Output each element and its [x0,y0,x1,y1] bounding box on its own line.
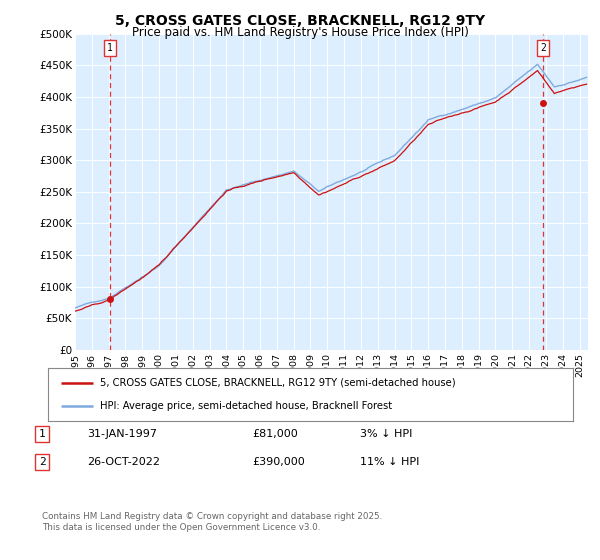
Text: 26-OCT-2022: 26-OCT-2022 [87,457,160,467]
Text: 1: 1 [107,43,113,53]
Text: £81,000: £81,000 [252,429,298,439]
Text: 5, CROSS GATES CLOSE, BRACKNELL, RG12 9TY (semi-detached house): 5, CROSS GATES CLOSE, BRACKNELL, RG12 9T… [101,378,456,388]
Text: 11% ↓ HPI: 11% ↓ HPI [360,457,419,467]
Text: 5, CROSS GATES CLOSE, BRACKNELL, RG12 9TY: 5, CROSS GATES CLOSE, BRACKNELL, RG12 9T… [115,14,485,28]
Text: Price paid vs. HM Land Registry's House Price Index (HPI): Price paid vs. HM Land Registry's House … [131,26,469,39]
Text: 31-JAN-1997: 31-JAN-1997 [87,429,157,439]
Text: Contains HM Land Registry data © Crown copyright and database right 2025.
This d: Contains HM Land Registry data © Crown c… [42,512,382,532]
Text: HPI: Average price, semi-detached house, Bracknell Forest: HPI: Average price, semi-detached house,… [101,401,392,411]
Text: £390,000: £390,000 [252,457,305,467]
Text: 3% ↓ HPI: 3% ↓ HPI [360,429,412,439]
Text: 1: 1 [38,429,46,439]
Text: 2: 2 [38,457,46,467]
Text: 2: 2 [540,43,546,53]
